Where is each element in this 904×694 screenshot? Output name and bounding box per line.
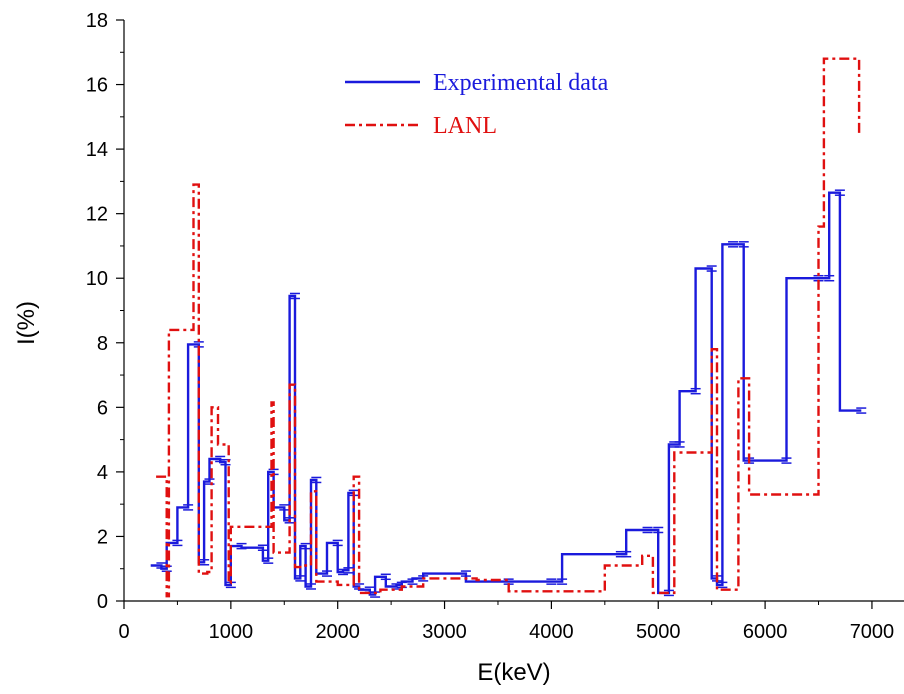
y-axis-title: I(%) xyxy=(13,301,40,345)
x-tick-label: 6000 xyxy=(743,621,788,643)
y-tick-label: 2 xyxy=(97,526,108,548)
y-tick-label: 4 xyxy=(97,462,108,484)
legend-label-experimental: Experimental data xyxy=(433,70,609,96)
y-tick-label: 8 xyxy=(97,333,108,355)
x-tick-label: 7000 xyxy=(850,621,895,643)
y-tick-label: 16 xyxy=(86,75,108,97)
y-tick-label: 12 xyxy=(86,204,108,226)
legend-label-lanl: LANL xyxy=(433,113,497,139)
series-line-lanl xyxy=(156,57,861,598)
x-tick-label: 2000 xyxy=(315,621,360,643)
legend: Experimental data LANL xyxy=(345,70,609,139)
x-tick-label: 1000 xyxy=(209,621,254,643)
y-tick-label: 6 xyxy=(97,397,108,419)
y-tick-label: 0 xyxy=(97,591,108,613)
x-tick-label: 4000 xyxy=(529,621,574,643)
y-tick-label: 10 xyxy=(86,268,108,290)
x-tick-label: 3000 xyxy=(422,621,467,643)
x-axis-title: E(keV) xyxy=(477,659,550,686)
y-tick-label: 14 xyxy=(86,139,108,161)
y-tick-label: 18 xyxy=(86,10,108,32)
x-tick-label: 5000 xyxy=(636,621,681,643)
plot-area xyxy=(150,57,867,598)
axes: 0 1000 2000 3000 4000 5000 6000 7000 0 2 4 6 8 10 12 14… xyxy=(86,10,904,643)
x-tick-label: 0 xyxy=(118,621,129,643)
series-line-experimental xyxy=(150,191,862,596)
